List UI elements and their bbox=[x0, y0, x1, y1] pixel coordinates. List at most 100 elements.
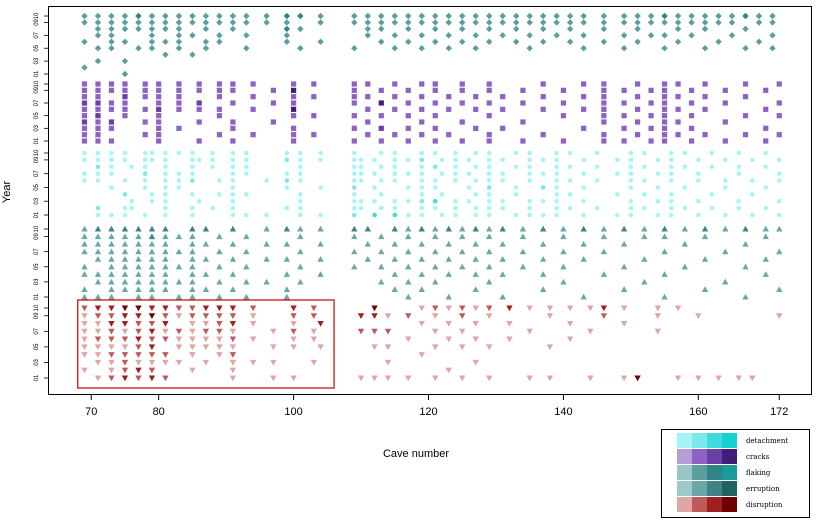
flaking-point bbox=[121, 12, 129, 20]
disruption-point bbox=[135, 367, 142, 374]
flaking-point bbox=[432, 38, 439, 45]
detachment-point bbox=[95, 171, 101, 176]
cracks-point bbox=[776, 113, 782, 119]
flaking-point bbox=[701, 25, 709, 33]
erruption-point bbox=[499, 271, 506, 277]
disruption-point bbox=[445, 367, 452, 374]
erruption-point bbox=[94, 240, 102, 247]
cracks-point bbox=[742, 94, 749, 100]
erruption-point bbox=[121, 286, 129, 293]
flaking-point bbox=[539, 12, 547, 20]
detachment-point bbox=[540, 198, 546, 204]
disruption-point bbox=[229, 352, 237, 358]
cracks-point bbox=[311, 132, 317, 138]
disruption-point bbox=[94, 305, 102, 312]
disruption-point bbox=[384, 328, 392, 335]
legend-swatch bbox=[692, 433, 707, 448]
detachment-point bbox=[554, 205, 559, 211]
detachment-point bbox=[217, 178, 222, 183]
detachment-point bbox=[149, 192, 155, 197]
detachment-point bbox=[466, 198, 472, 204]
detachment-point bbox=[163, 178, 168, 183]
y-tick-label: 03 bbox=[34, 278, 40, 285]
detachment-point bbox=[129, 198, 135, 204]
flaking-point bbox=[108, 12, 115, 20]
legend-swatch bbox=[707, 465, 722, 480]
detachment-point bbox=[142, 185, 148, 190]
flaking-point bbox=[148, 38, 156, 45]
flaking-point bbox=[148, 19, 156, 26]
flaking-point bbox=[364, 12, 371, 20]
disruption-point bbox=[175, 305, 183, 312]
detachment-point bbox=[392, 198, 398, 204]
disruption-point bbox=[249, 305, 257, 312]
cracks-point bbox=[459, 100, 465, 106]
erruption-point bbox=[432, 225, 439, 232]
detachment-point bbox=[473, 212, 479, 218]
disruption-point bbox=[432, 375, 439, 382]
cracks-point bbox=[621, 100, 627, 106]
flaking-point bbox=[378, 19, 385, 26]
cracks-point bbox=[648, 100, 654, 106]
flaking-point bbox=[647, 32, 655, 39]
disruption-point bbox=[94, 313, 102, 319]
detachment-point bbox=[655, 157, 661, 163]
cracks-point bbox=[365, 94, 371, 100]
flaking-point bbox=[202, 45, 210, 52]
detachment-point bbox=[352, 164, 357, 170]
cracks-point bbox=[122, 100, 128, 106]
detachment-point bbox=[567, 178, 573, 183]
disruption-point bbox=[249, 313, 257, 319]
flaking-point bbox=[600, 12, 608, 20]
disruption-point bbox=[148, 328, 156, 335]
flaking-point bbox=[769, 19, 776, 26]
detachment-point bbox=[142, 150, 148, 156]
flaking-point bbox=[620, 19, 628, 26]
cracks-point bbox=[156, 87, 162, 93]
cracks-point bbox=[405, 113, 411, 119]
erruption-point bbox=[135, 286, 142, 293]
detachment-point bbox=[284, 205, 290, 211]
detachment-point bbox=[669, 171, 674, 176]
cracks-point bbox=[661, 81, 668, 87]
disruption-point bbox=[175, 328, 183, 335]
disruption-point bbox=[135, 305, 142, 312]
erruption-point bbox=[162, 240, 169, 247]
detachment-point bbox=[230, 150, 236, 156]
erruption-point bbox=[681, 225, 689, 232]
erruption-point bbox=[722, 248, 729, 255]
cracks-point bbox=[581, 94, 587, 100]
detachment-point bbox=[628, 198, 634, 204]
disruption-point bbox=[506, 320, 513, 327]
cracks-point bbox=[520, 100, 526, 106]
disruption-point bbox=[432, 305, 439, 312]
y-tick-label: 05 bbox=[34, 112, 40, 119]
detachment-point bbox=[95, 212, 101, 218]
cracks-point bbox=[156, 106, 162, 112]
disruption-point bbox=[445, 336, 452, 343]
flaking-point bbox=[620, 12, 628, 20]
flaking-point bbox=[351, 12, 358, 20]
disruption-point bbox=[418, 352, 425, 358]
disruption-point bbox=[202, 344, 210, 351]
detachment-point bbox=[466, 157, 472, 163]
erruption-point bbox=[297, 233, 304, 240]
disruption-point bbox=[216, 352, 223, 358]
legend-label-erruption: erruption bbox=[746, 485, 780, 493]
flaking-point bbox=[674, 19, 682, 26]
erruption-point bbox=[202, 271, 210, 277]
disruption-point bbox=[526, 305, 533, 312]
detachment-point bbox=[709, 164, 715, 170]
detachment-point bbox=[230, 178, 236, 183]
cracks-point bbox=[419, 106, 425, 112]
erruption-point bbox=[391, 286, 398, 293]
disruption-point bbox=[384, 375, 392, 382]
detachment-point bbox=[392, 171, 398, 176]
erruption-point bbox=[216, 263, 223, 270]
erruption-point bbox=[121, 256, 129, 262]
erruption-point bbox=[459, 225, 466, 232]
cracks-point bbox=[108, 119, 115, 125]
cracks-point bbox=[216, 94, 222, 100]
detachment-point bbox=[419, 192, 425, 197]
detachment-point bbox=[230, 185, 236, 190]
